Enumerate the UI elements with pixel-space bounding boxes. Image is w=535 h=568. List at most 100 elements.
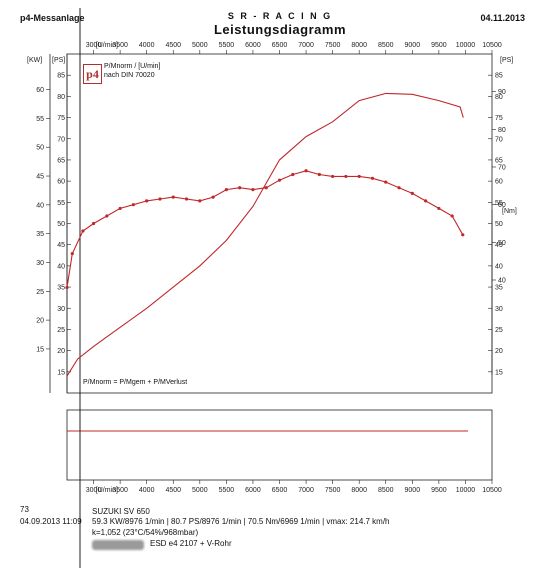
ps-tick-label-left: 75 bbox=[57, 115, 65, 122]
torque-point bbox=[131, 203, 136, 207]
torque-point bbox=[145, 199, 149, 203]
nm-tick-label: 80 bbox=[498, 127, 506, 134]
torque-point bbox=[81, 229, 85, 233]
x-tick-label-top: 3500 bbox=[112, 42, 128, 49]
nm-axis-label: [Nm] bbox=[502, 208, 517, 215]
ps-tick-label-right: 60 bbox=[495, 179, 503, 186]
axis-ticks: 3000 3000 3500 3500 4000 4000 4500 4500 5000 5000… bbox=[27, 42, 517, 494]
ps-tick-label-left: 65 bbox=[57, 157, 65, 164]
report-date: 04.11.2013 bbox=[480, 13, 525, 23]
x-tick-label-top: 8500 bbox=[378, 42, 394, 49]
torque-point bbox=[184, 197, 189, 201]
torque-point bbox=[211, 195, 215, 199]
sub-panel bbox=[66, 409, 493, 481]
torque-point bbox=[171, 195, 175, 199]
x-tick-label-top: 7500 bbox=[325, 42, 341, 49]
ps-tick-label-right: 35 bbox=[495, 285, 503, 292]
x-tick-label-top: 10000 bbox=[456, 42, 476, 49]
torque-point bbox=[410, 191, 414, 195]
ps-tick-label-left: 40 bbox=[57, 263, 65, 270]
x-tick-label-bottom: 5500 bbox=[219, 487, 235, 494]
x-tick-label-top: 5000 bbox=[192, 42, 208, 49]
ps-tick-label-left: 30 bbox=[57, 306, 65, 313]
x-tick-label-top: 9500 bbox=[431, 42, 447, 49]
ps-axis-label-right: [PS] bbox=[500, 57, 513, 64]
torque-point bbox=[238, 186, 242, 190]
x-tick-label-top: 7000 bbox=[298, 42, 314, 49]
torque-point bbox=[423, 199, 428, 203]
ps-tick-label-right: 85 bbox=[495, 73, 503, 80]
x-tick-label-bottom: 6000 bbox=[245, 487, 261, 494]
x-unit-label-bottom: [U/min] bbox=[96, 487, 118, 494]
nm-tick-label: 90 bbox=[498, 89, 506, 96]
ps-tick-label-right: 80 bbox=[495, 94, 503, 101]
nm-tick-label: 50 bbox=[498, 240, 506, 247]
torque-point bbox=[344, 174, 348, 179]
ps-tick-label-left: 45 bbox=[57, 242, 65, 249]
ps-tick-label-right: 50 bbox=[495, 221, 503, 228]
torque-point bbox=[384, 180, 388, 184]
kw-tick-label: 30 bbox=[36, 260, 44, 267]
torque-point bbox=[251, 188, 255, 192]
x-tick-label-top: 10500 bbox=[482, 42, 502, 49]
kw-tick-label: 25 bbox=[36, 289, 44, 296]
x-tick-label-bottom: 5000 bbox=[192, 487, 208, 494]
kw-tick-label: 55 bbox=[36, 116, 44, 123]
torque-point bbox=[198, 199, 202, 203]
torque-point bbox=[357, 174, 361, 179]
kw-axis-label: [KW] bbox=[27, 57, 42, 64]
x-tick-label-top: 4000 bbox=[139, 42, 155, 49]
torque-point bbox=[91, 221, 96, 226]
ps-tick-label-left: 85 bbox=[57, 73, 65, 80]
ps-tick-label-right: 20 bbox=[495, 348, 503, 355]
x-tick-label-bottom: 10000 bbox=[456, 487, 476, 494]
torque-point bbox=[397, 186, 401, 190]
x-tick-label-bottom: 8000 bbox=[351, 487, 367, 494]
torque-point bbox=[264, 186, 268, 190]
x-tick-label-bottom: 4000 bbox=[139, 487, 155, 494]
x-tick-label-bottom: 7000 bbox=[298, 487, 314, 494]
p4-logo: p4 bbox=[83, 64, 102, 84]
torque-point bbox=[105, 214, 109, 218]
plot-border bbox=[66, 53, 493, 394]
torque-point bbox=[461, 233, 465, 237]
kw-tick-label: 50 bbox=[36, 145, 44, 152]
x-tick-label-top: 8000 bbox=[351, 42, 367, 49]
x-tick-label-bottom: 8500 bbox=[378, 487, 394, 494]
ps-tick-label-right: 65 bbox=[495, 157, 503, 164]
ps-tick-label-right: 25 bbox=[495, 327, 503, 334]
x-tick-label-bottom: 10500 bbox=[482, 487, 502, 494]
run-number: 73 bbox=[20, 505, 29, 514]
legend-line2: nach DIN 70020 bbox=[104, 72, 155, 79]
ps-tick-label-left: 20 bbox=[57, 348, 65, 355]
legend-formula: P/Mnorm = P/Mgem + P/MVerlust bbox=[83, 379, 188, 386]
vehicle-name: SUZUKI SV 650 bbox=[92, 507, 150, 516]
nm-tick-label: 60 bbox=[498, 202, 506, 209]
conditions-line: k=1,052 (23°C/54%/968mbar) bbox=[92, 528, 199, 537]
torque-point bbox=[317, 172, 321, 177]
app-name: p4-Messanlage bbox=[20, 13, 85, 23]
ps-tick-label-left: 50 bbox=[57, 221, 65, 228]
run-datetime: 04.09.2013 11:09 bbox=[20, 517, 82, 526]
x-tick-label-bottom: 6500 bbox=[272, 487, 288, 494]
legend-line1: P/Mnorm / [U/min] bbox=[104, 63, 161, 70]
torque-point bbox=[277, 178, 282, 182]
torque-point bbox=[370, 176, 375, 180]
torque-point bbox=[224, 188, 228, 192]
torque-point bbox=[158, 197, 162, 201]
ps-tick-label-right: 70 bbox=[495, 136, 503, 143]
kw-tick-label: 20 bbox=[36, 318, 44, 325]
ps-tick-label-right: 40 bbox=[495, 263, 503, 270]
ps-tick-label-left: 55 bbox=[57, 200, 65, 207]
ps-tick-label-left: 25 bbox=[57, 327, 65, 334]
torque-point bbox=[65, 285, 69, 290]
company-name: S R - R A C I N G bbox=[227, 11, 333, 21]
ps-tick-label-left: 80 bbox=[57, 94, 65, 101]
torque-point bbox=[331, 174, 335, 179]
torque-point bbox=[118, 206, 122, 211]
ps-tick-label-left: 70 bbox=[57, 136, 65, 143]
redacted-field bbox=[92, 540, 144, 550]
series-line-ps bbox=[66, 92, 464, 377]
x-tick-label-bottom: 7500 bbox=[325, 487, 341, 494]
